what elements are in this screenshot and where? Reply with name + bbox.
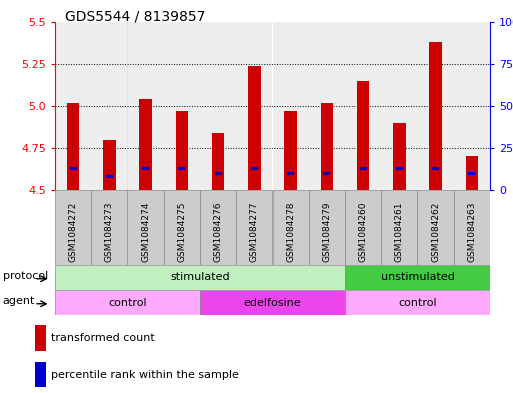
Bar	[91, 22, 128, 190]
Text: GSM1084261: GSM1084261	[395, 201, 404, 262]
Text: percentile rank within the sample: percentile rank within the sample	[51, 370, 239, 380]
Bar	[418, 22, 454, 190]
Text: edelfosine: edelfosine	[244, 298, 301, 307]
Bar	[128, 190, 164, 265]
Bar	[345, 22, 381, 190]
Bar	[236, 22, 272, 190]
Bar	[429, 42, 442, 190]
Text: GDS5544 / 8139857: GDS5544 / 8139857	[65, 10, 206, 24]
Bar	[212, 133, 225, 190]
Bar	[103, 140, 116, 190]
Text: agent: agent	[3, 296, 35, 306]
Bar	[381, 190, 418, 265]
Bar	[309, 22, 345, 190]
Bar	[465, 156, 478, 190]
Bar	[345, 265, 490, 290]
Bar	[272, 190, 309, 265]
Bar	[179, 167, 185, 170]
Text: unstimulated: unstimulated	[381, 272, 455, 283]
Bar	[214, 172, 222, 175]
Bar	[128, 22, 164, 190]
Bar	[345, 190, 381, 265]
Text: GSM1084279: GSM1084279	[322, 201, 331, 262]
Bar	[323, 172, 330, 175]
Bar	[251, 167, 258, 170]
Bar	[55, 290, 200, 315]
Bar	[55, 22, 91, 190]
Bar	[164, 190, 200, 265]
Text: GSM1084274: GSM1084274	[141, 201, 150, 262]
Bar	[396, 167, 403, 170]
Bar	[236, 190, 272, 265]
Bar	[35, 362, 46, 387]
Bar	[287, 172, 294, 175]
Bar	[200, 290, 345, 315]
Bar	[284, 111, 297, 190]
Text: GSM1084260: GSM1084260	[359, 201, 368, 262]
Text: GSM1084278: GSM1084278	[286, 201, 295, 262]
Text: GSM1084272: GSM1084272	[69, 201, 77, 262]
Bar	[200, 22, 236, 190]
Bar	[393, 123, 406, 190]
Bar	[70, 167, 76, 170]
Bar	[309, 190, 345, 265]
Text: stimulated: stimulated	[170, 272, 230, 283]
Bar	[454, 22, 490, 190]
Text: GSM1084263: GSM1084263	[467, 201, 477, 262]
Text: GSM1084276: GSM1084276	[213, 201, 223, 262]
Bar	[454, 190, 490, 265]
Text: GSM1084277: GSM1084277	[250, 201, 259, 262]
Text: GSM1084273: GSM1084273	[105, 201, 114, 262]
Bar	[272, 22, 309, 190]
Bar	[360, 167, 367, 170]
Bar	[35, 325, 46, 351]
Text: transformed count: transformed count	[51, 333, 155, 343]
Bar	[67, 103, 80, 190]
Bar	[200, 190, 236, 265]
Bar	[55, 190, 91, 265]
Bar	[175, 111, 188, 190]
Bar	[91, 190, 128, 265]
Bar	[468, 172, 476, 175]
Bar	[248, 66, 261, 190]
Bar	[432, 167, 439, 170]
Bar	[106, 175, 113, 178]
Bar	[55, 265, 345, 290]
Text: protocol: protocol	[3, 271, 48, 281]
Bar	[164, 22, 200, 190]
Bar	[142, 167, 149, 170]
Bar	[345, 290, 490, 315]
Bar	[418, 190, 454, 265]
Bar	[357, 81, 369, 190]
Bar	[140, 99, 152, 190]
Text: GSM1084262: GSM1084262	[431, 201, 440, 262]
Text: control: control	[108, 298, 147, 307]
Bar	[381, 22, 418, 190]
Text: GSM1084275: GSM1084275	[177, 201, 186, 262]
Text: control: control	[398, 298, 437, 307]
Bar	[321, 103, 333, 190]
